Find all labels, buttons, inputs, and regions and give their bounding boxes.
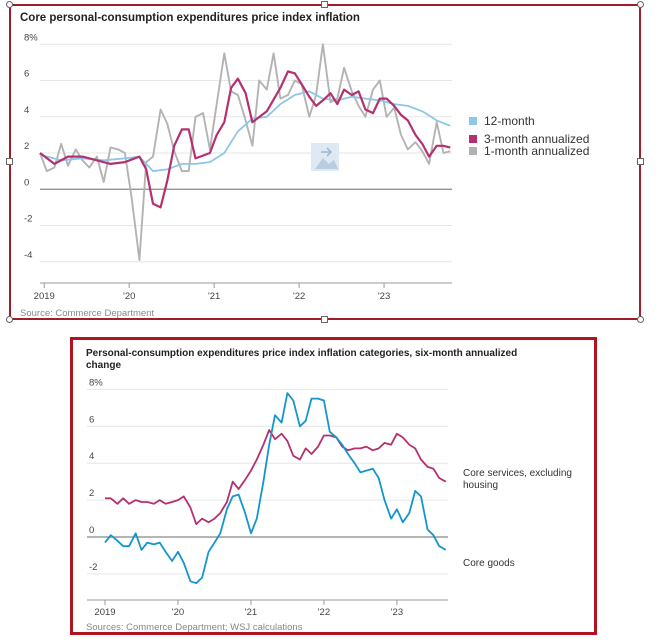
- chart-frame-pce-categories[interactable]: [70, 337, 597, 635]
- y-tick-label: 8%: [89, 377, 103, 388]
- resize-handle[interactable]: [637, 158, 644, 165]
- y-tick-label: 6: [24, 69, 29, 80]
- resize-handle[interactable]: [637, 316, 644, 323]
- series-line-core-services-excluding-housing: [105, 429, 447, 526]
- series-line-core-goods: [104, 392, 447, 585]
- x-tick-label: '22: [293, 291, 305, 302]
- y-tick-label: 0: [89, 525, 94, 536]
- series-line-1-month-annualized: [39, 43, 451, 261]
- pce-categories-chart: Personal-consumption expenditures price …: [86, 348, 572, 633]
- y-tick-label: 0: [24, 177, 29, 188]
- y-tick-label: 4: [89, 451, 94, 462]
- y-tick-label: 8%: [24, 32, 38, 43]
- resize-handle[interactable]: [6, 158, 13, 165]
- x-tick-label: 2019: [94, 607, 115, 618]
- core-pce-chart: Core personal-consumption expenditures p…: [20, 12, 589, 319]
- resize-handle[interactable]: [6, 1, 13, 8]
- x-tick-label: '22: [318, 607, 330, 618]
- y-tick-label: 2: [24, 141, 29, 152]
- y-tick-label: -2: [89, 562, 97, 573]
- x-tick-label: '23: [378, 291, 390, 302]
- legend-label: 3-month annualized: [484, 132, 589, 146]
- chart-title-line-1: Personal-consumption expenditures price …: [86, 348, 517, 359]
- chart-title: Core personal-consumption expenditures p…: [20, 12, 360, 24]
- y-tick-label: 2: [89, 488, 94, 499]
- resize-handle[interactable]: [637, 1, 644, 8]
- y-tick-label: -4: [24, 250, 32, 261]
- x-tick-label: '21: [245, 607, 257, 618]
- x-tick-label: '21: [208, 291, 220, 302]
- series-line-3-month-annualized: [39, 70, 451, 209]
- chart-source: Source: Commerce Department: [20, 308, 154, 319]
- chart-title-line-2: change: [86, 360, 121, 371]
- legend-swatch: [469, 117, 477, 125]
- chart-source: Sources: Commerce Department; WSJ calcul…: [86, 622, 303, 633]
- resize-handle[interactable]: [321, 316, 328, 323]
- series-label-core-goods: Core goods: [463, 558, 515, 569]
- x-tick-label: 2019: [34, 291, 55, 302]
- series-label-core-services: housing: [463, 480, 498, 491]
- legend-label: 1-month annualized: [484, 144, 589, 158]
- series-label-core-services: Core services, excluding: [463, 468, 572, 479]
- resize-handle[interactable]: [321, 1, 328, 8]
- legend-swatch: [469, 147, 477, 155]
- legend-swatch: [469, 135, 477, 143]
- x-tick-label: '20: [172, 607, 184, 618]
- series-line-12-month: [39, 90, 451, 173]
- chart-placeholder-icon: [311, 143, 339, 171]
- x-tick-label: '20: [123, 291, 135, 302]
- x-tick-label: '23: [391, 607, 403, 618]
- y-tick-label: 6: [89, 414, 94, 425]
- resize-handle[interactable]: [6, 316, 13, 323]
- y-tick-label: -2: [24, 214, 32, 225]
- legend-label: 12-month: [484, 114, 535, 128]
- y-tick-label: 4: [24, 105, 29, 116]
